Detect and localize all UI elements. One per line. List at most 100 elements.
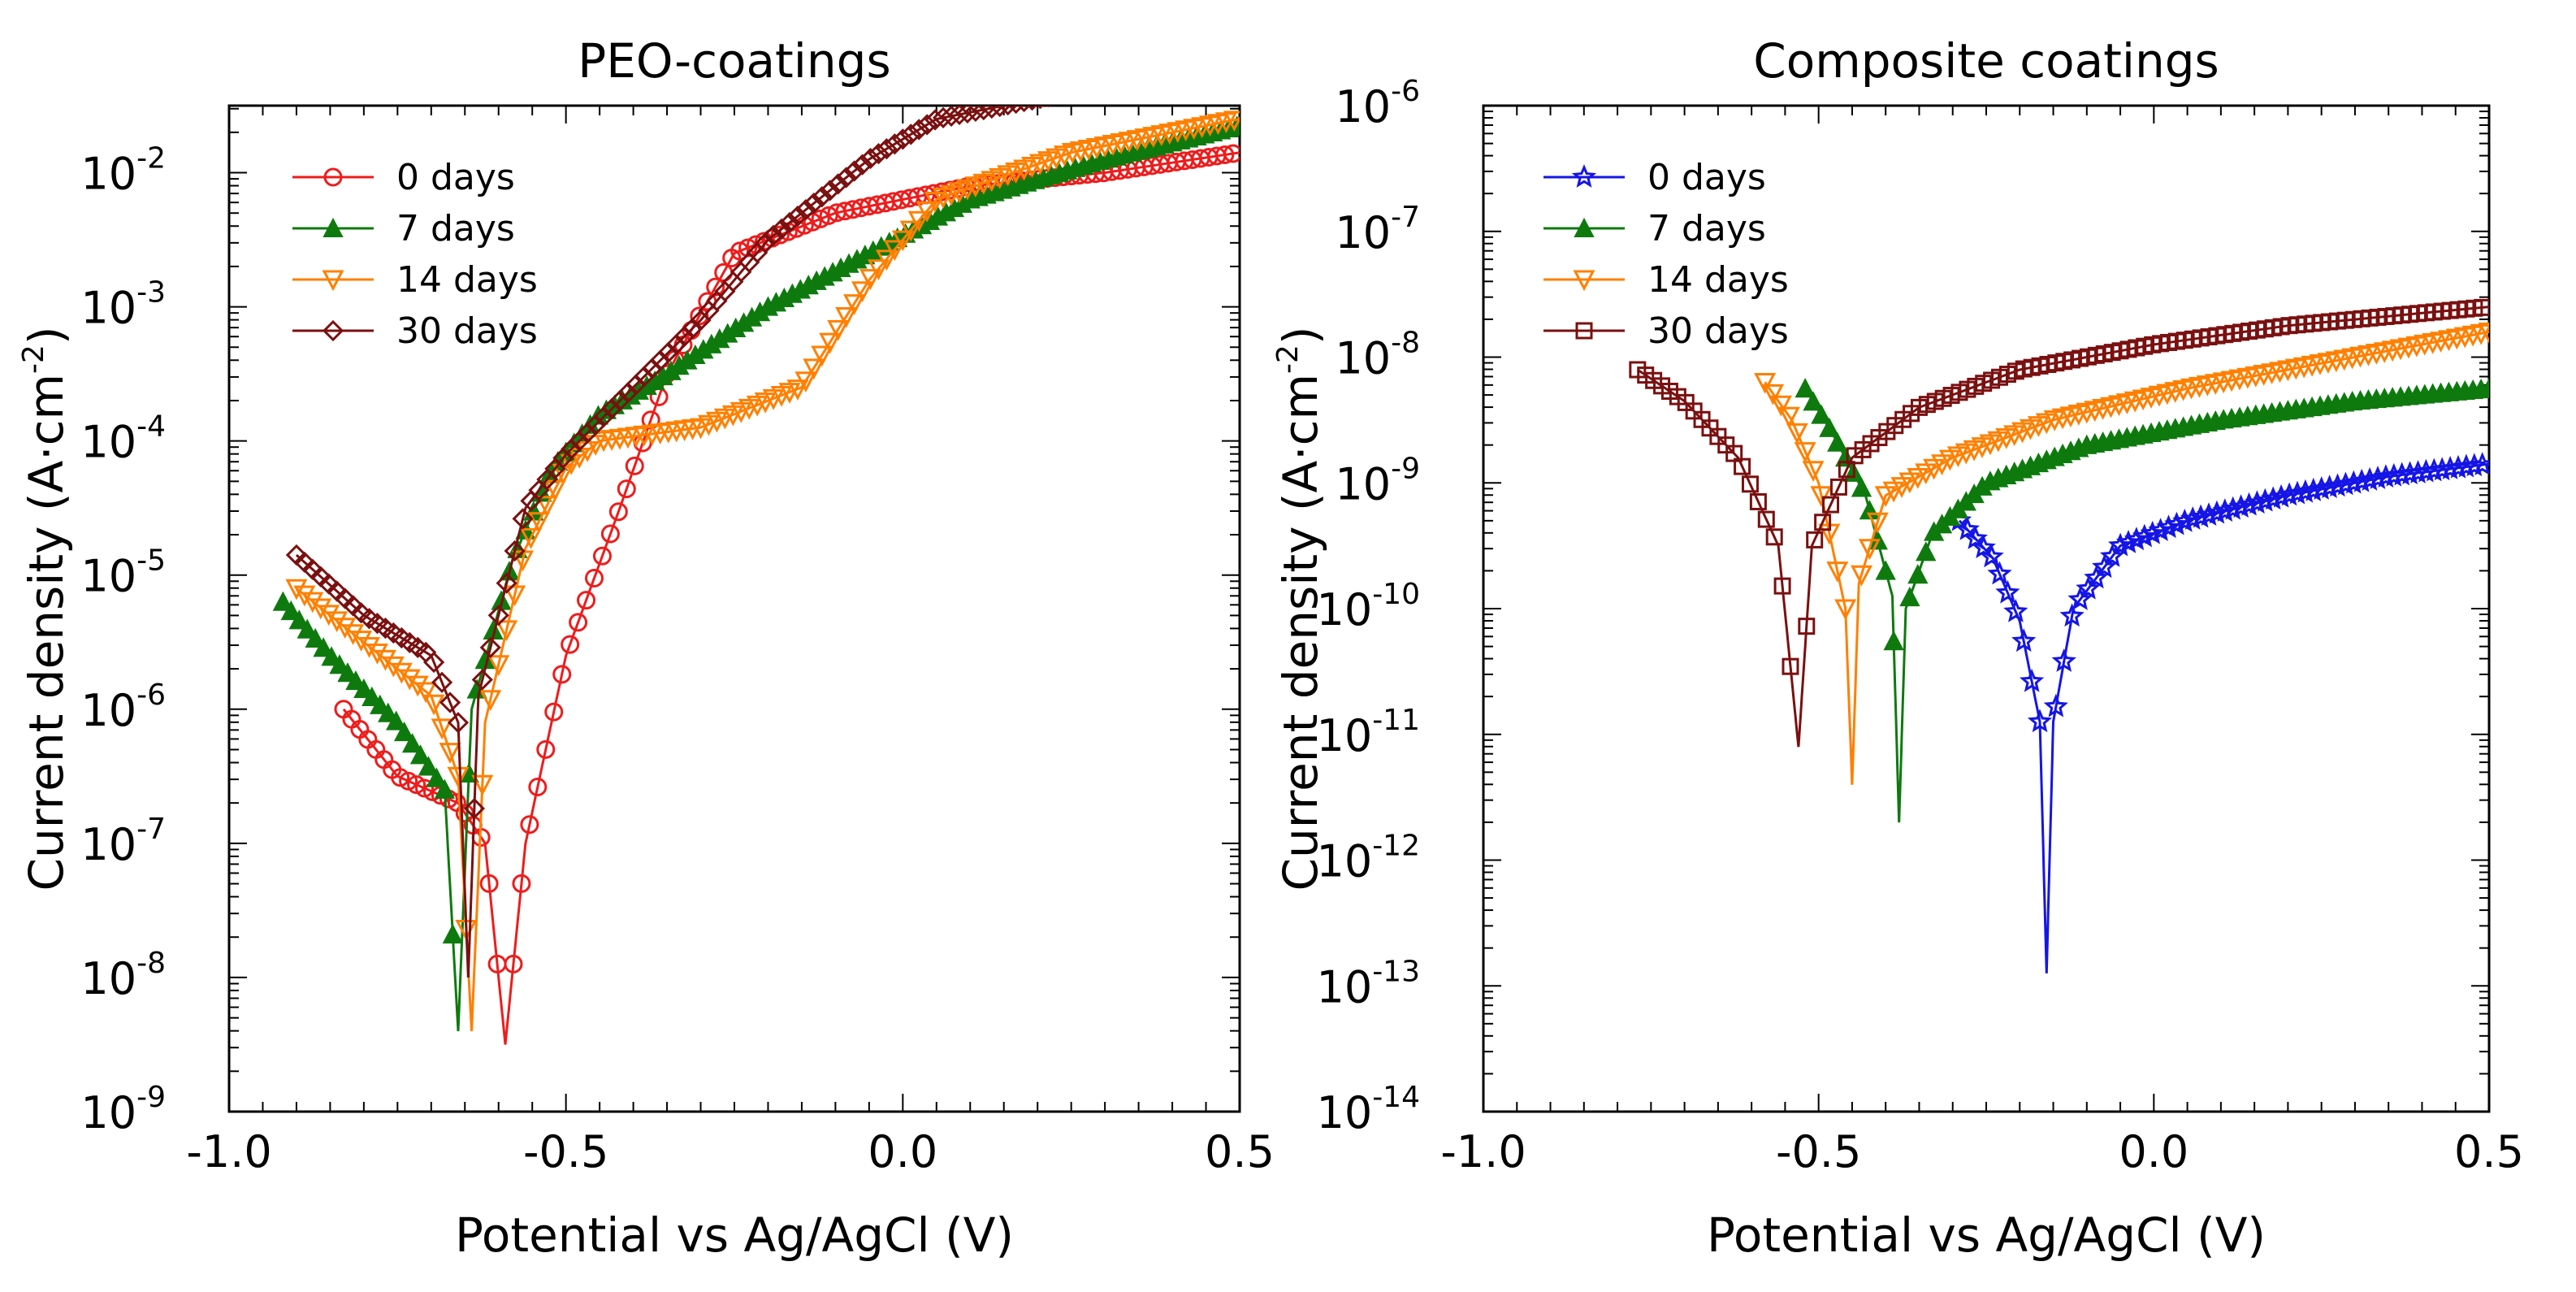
y-tick-label: 10-7 <box>1335 201 1420 258</box>
data-point <box>2108 532 2133 557</box>
data-point <box>536 739 556 759</box>
data-point <box>442 923 463 944</box>
data-point <box>1826 561 1849 583</box>
data-point <box>2204 500 2229 524</box>
data-point <box>1112 81 1130 99</box>
chart-title: Composite coatings <box>1753 33 2219 89</box>
data-point <box>1782 657 1799 675</box>
legend-marker <box>1575 322 1593 340</box>
data-point <box>2479 378 2489 398</box>
data-point <box>544 702 564 722</box>
data-point <box>569 613 588 632</box>
data-point <box>1757 510 1775 528</box>
data-point <box>2276 482 2302 506</box>
data-point <box>625 456 644 475</box>
data-point <box>390 662 413 684</box>
data-point <box>907 210 930 232</box>
data-point <box>625 374 647 396</box>
data-point <box>1995 579 2020 604</box>
data-point <box>649 349 671 371</box>
data-point <box>1907 564 1929 584</box>
legend-entry: 14 days <box>1543 259 1789 301</box>
data-point <box>321 646 342 666</box>
data-point <box>1215 145 1235 164</box>
data-point <box>326 611 349 633</box>
data-point <box>989 106 1011 118</box>
data-point <box>496 620 518 642</box>
data-point <box>851 281 874 303</box>
data-point <box>755 232 777 254</box>
data-point <box>504 954 523 973</box>
data-point <box>762 224 785 246</box>
y-tick-label: 10-13 <box>1316 955 1420 1012</box>
data-point <box>843 294 866 315</box>
data-point <box>786 205 809 228</box>
legend-label: 14 days <box>396 259 538 301</box>
data-point <box>487 655 510 677</box>
data-point <box>297 618 318 639</box>
data-point <box>447 766 470 788</box>
x-axis-label: Potential vs Ag/AgCl (V) <box>1707 1207 2266 1263</box>
legend-marker <box>322 319 344 342</box>
data-point <box>770 218 793 240</box>
data-point <box>1931 454 1954 475</box>
data-point <box>2397 461 2422 485</box>
data-point <box>496 572 517 594</box>
data-point <box>2180 506 2206 530</box>
data-point <box>827 173 849 195</box>
data-point <box>1037 106 1044 110</box>
data-point <box>520 528 543 549</box>
data-point <box>1890 477 1913 498</box>
data-point <box>2405 460 2431 483</box>
data-point <box>401 733 423 753</box>
data-point <box>2100 543 2125 567</box>
data-point <box>2228 494 2253 518</box>
data-point <box>876 138 898 160</box>
data-point <box>2325 473 2350 497</box>
y-tick-label: 10-12 <box>1316 830 1420 887</box>
series-layer <box>272 77 1243 1045</box>
data-point <box>2059 603 2085 627</box>
data-point <box>1811 404 1832 424</box>
data-point <box>891 230 914 252</box>
data-point <box>439 743 461 764</box>
x-tick-label: -0.5 <box>1776 1126 1861 1177</box>
data-point <box>1834 599 1857 621</box>
data-point <box>1201 78 1219 96</box>
data-point <box>2148 518 2173 541</box>
data-point <box>512 874 531 893</box>
data-point <box>386 710 407 731</box>
data-point <box>2084 565 2109 589</box>
data-point <box>770 225 790 245</box>
data-point <box>471 669 493 691</box>
data-point <box>608 502 628 522</box>
data-point <box>803 212 822 232</box>
data-point <box>916 114 938 136</box>
data-point <box>2373 464 2399 488</box>
data-point <box>1795 378 1816 398</box>
data-point <box>899 220 922 242</box>
data-point <box>1803 391 1824 411</box>
legend-entry: 0 days <box>1543 157 1766 198</box>
y-tick-label: 10-9 <box>1335 452 1420 509</box>
data-point <box>600 397 623 420</box>
y-tick-label: 10-8 <box>1335 327 1420 384</box>
data-point <box>1819 417 1840 437</box>
data-point <box>398 669 421 691</box>
data-point <box>1225 77 1243 95</box>
y-tick-label: 10-7 <box>80 813 166 870</box>
data-point <box>592 405 615 428</box>
data-point <box>1128 80 1146 98</box>
data-point <box>393 721 415 742</box>
data-point <box>504 585 526 607</box>
x-tick-label: 0.0 <box>2119 1126 2189 1177</box>
legend-entry: 30 days <box>292 310 538 352</box>
data-point <box>1987 561 2012 585</box>
data-point <box>892 128 914 150</box>
data-point <box>908 119 930 141</box>
data-point <box>811 345 833 367</box>
data-point <box>1898 472 1921 494</box>
y-axis-label: Current density (A·cm-2) <box>1271 326 1328 891</box>
data-point <box>859 269 882 290</box>
data-point <box>561 635 580 654</box>
